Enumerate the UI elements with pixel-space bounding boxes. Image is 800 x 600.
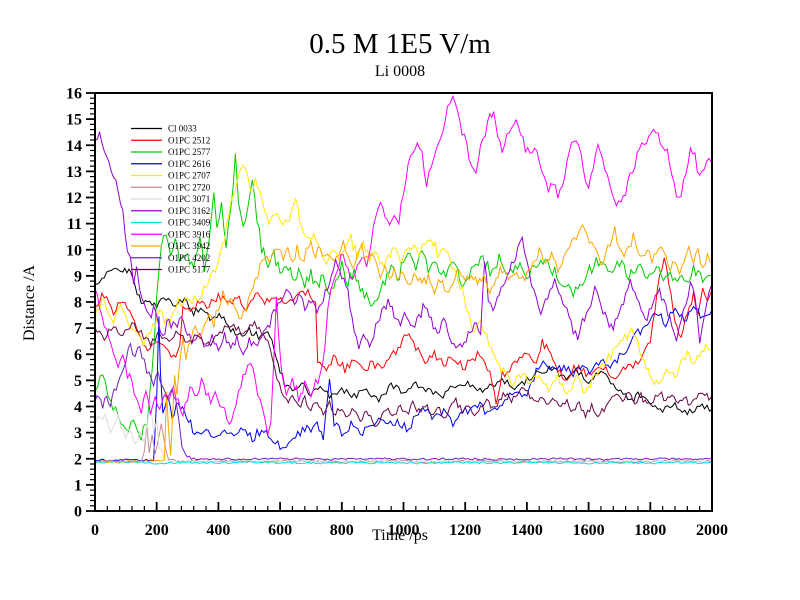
- chart-title: 0.5 M 1E5 V/m: [309, 28, 491, 60]
- legend-label-o1pc-5177: O1PC 5177: [168, 265, 211, 275]
- y-tick-label: 14: [66, 138, 82, 155]
- x-tick-label: 1200: [449, 522, 481, 539]
- legend-label-o1pc-3942: O1PC 3942: [168, 241, 210, 251]
- legend-label-o1pc-3162: O1PC 3162: [168, 206, 210, 216]
- y-tick-label: 12: [66, 190, 82, 207]
- legend-label-o1pc-2720: O1PC 2720: [168, 182, 211, 192]
- x-axis-label: Time /ps: [372, 527, 428, 544]
- y-tick-label: 2: [74, 451, 82, 468]
- legend-label-o1pc-3409: O1PC 3409: [168, 218, 211, 228]
- series-line-o1pc-5177: [94, 320, 713, 428]
- y-tick-label: 16: [66, 86, 82, 103]
- y-tick-label: 4: [74, 399, 82, 416]
- x-tick-label: 400: [206, 522, 230, 539]
- series-line-o1pc-2616: [94, 305, 713, 462]
- x-tick-label: 0: [91, 522, 99, 539]
- x-tick-label: 1400: [511, 522, 543, 539]
- legend-label-o1pc-4202: O1PC 4202: [168, 253, 210, 263]
- legend-label-o1pc-2707: O1PC 2707: [168, 171, 211, 181]
- series-line-o1pc-2577: [94, 153, 713, 441]
- y-tick-label: 11: [67, 216, 82, 233]
- legend-label-o1pc-2512: O1PC 2512: [168, 135, 210, 145]
- x-tick-label: 800: [330, 522, 354, 539]
- y-tick-label: 8: [74, 295, 82, 312]
- series-line-o1pc-3071: [94, 400, 713, 464]
- legend-label-o1pc-3071: O1PC 3071: [168, 194, 210, 204]
- series-line-o1pc-3942: [94, 223, 713, 463]
- legend-label-o1pc-3916: O1PC 3916: [168, 229, 211, 239]
- series-line-cl-0033: [94, 267, 713, 416]
- series-line-o1pc-2512: [94, 257, 713, 405]
- x-tick-label: 1000: [388, 522, 420, 539]
- series-line-o1pc-3916: [94, 94, 713, 435]
- y-tick-label: 3: [74, 425, 82, 442]
- legend-label-o1pc-2577: O1PC 2577: [168, 147, 211, 157]
- y-tick-label: 5: [74, 373, 82, 390]
- x-tick-label: 600: [268, 522, 292, 539]
- x-tick-label: 1600: [573, 522, 605, 539]
- y-tick-label: 0: [74, 504, 82, 521]
- series-line-o1pc-3409: [94, 460, 713, 465]
- x-tick-label: 200: [145, 522, 169, 539]
- series-line-o1pc-4202: [94, 342, 713, 461]
- y-tick-label: 13: [66, 164, 82, 181]
- y-tick-label: 10: [66, 242, 82, 259]
- x-tick-label: 2000: [696, 522, 728, 539]
- y-tick-label: 6: [74, 347, 82, 364]
- legend-label-o1pc-2616: O1PC 2616: [168, 159, 211, 169]
- series-line-o1pc-2707: [94, 164, 713, 395]
- y-tick-label: 7: [74, 321, 82, 338]
- y-tick-label: 15: [66, 112, 82, 129]
- legend-label-cl-0033: Cl 0033: [168, 124, 197, 134]
- x-tick-label: 1800: [634, 522, 666, 539]
- chart-subtitle: Li 0008: [374, 63, 426, 80]
- y-tick-label: 9: [74, 268, 82, 285]
- series-line-o1pc-3162: [94, 131, 713, 356]
- y-tick-label: 1: [74, 477, 82, 494]
